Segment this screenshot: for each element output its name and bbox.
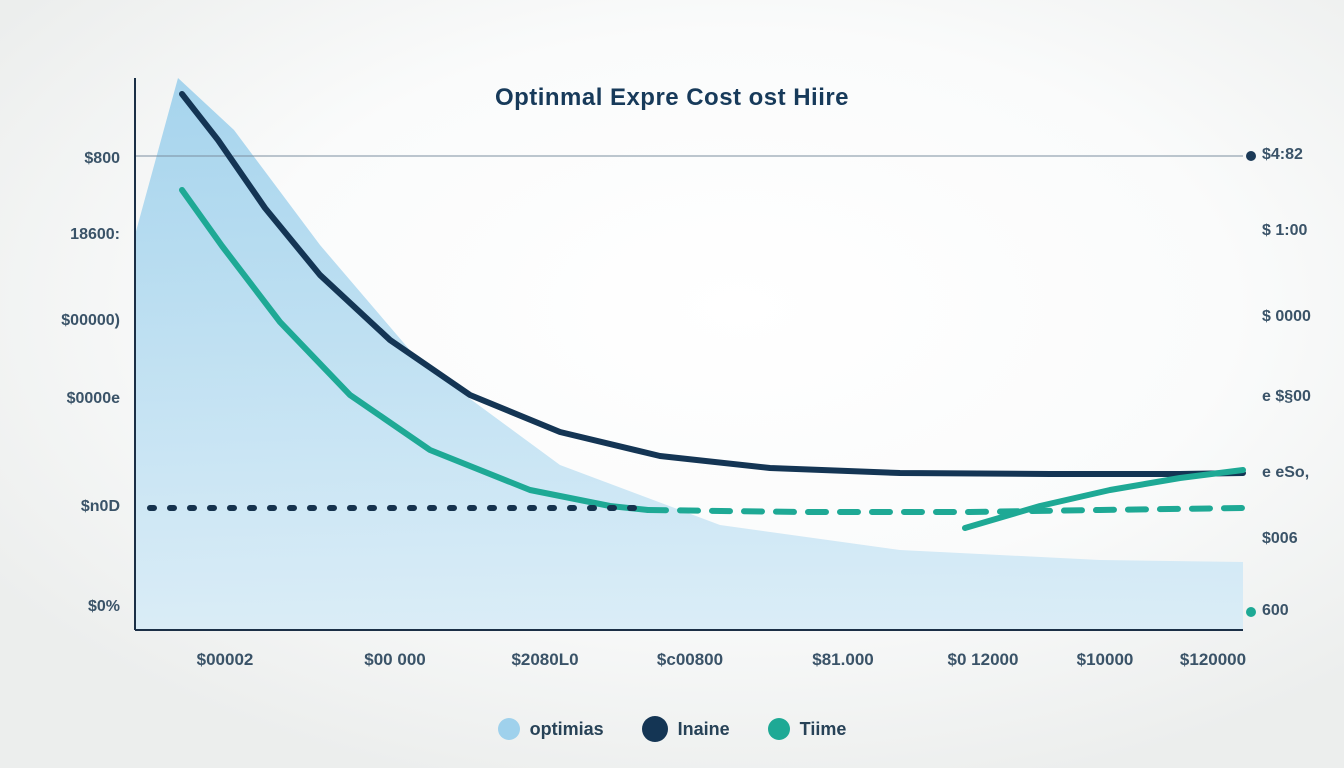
legend-label: optimias xyxy=(530,719,604,740)
legend-item: Tiime xyxy=(768,718,847,740)
xtick: $81.000 xyxy=(812,650,873,670)
xtick: $00002 xyxy=(197,650,254,670)
xtick: $00 000 xyxy=(364,650,425,670)
ytick-right: 600 xyxy=(1262,602,1289,620)
legend-swatch-icon xyxy=(642,716,668,742)
xtick: $10000 xyxy=(1077,650,1134,670)
ytick-right: $ 0000 xyxy=(1262,308,1311,326)
ytick-right: e $§00 xyxy=(1262,388,1311,406)
legend-label: Inaine xyxy=(678,719,730,740)
legend-item: Inaine xyxy=(642,716,730,742)
xtick: $120000 xyxy=(1180,650,1246,670)
ytick-left: $800 xyxy=(20,150,120,168)
ytick-left: $n0D xyxy=(20,498,120,516)
legend-item: optimias xyxy=(498,718,604,740)
ytick-right: e eSo, xyxy=(1262,464,1309,482)
dashed-reference-teal xyxy=(648,508,1243,512)
legend: optimias Inaine Tiime xyxy=(0,716,1344,742)
chart-stage: Optinmal Expre Cost ost Hiire $80018600:… xyxy=(0,0,1344,768)
ytick-left: 18600: xyxy=(20,226,120,244)
teal-tail xyxy=(965,470,1243,528)
legend-swatch-icon xyxy=(768,718,790,740)
ytick-left: $0000e xyxy=(20,390,120,408)
axis-marker-icon xyxy=(1246,151,1256,161)
xtick: $0 12000 xyxy=(948,650,1019,670)
xtick: $c00800 xyxy=(657,650,723,670)
xtick: $2080L0 xyxy=(511,650,578,670)
ytick-right: $006 xyxy=(1262,530,1298,548)
axis-marker-icon xyxy=(1246,607,1256,617)
ytick-right: $ 1:00 xyxy=(1262,222,1307,240)
legend-label: Tiime xyxy=(800,719,847,740)
ytick-left: $0% xyxy=(20,598,120,616)
area-series xyxy=(135,78,1243,630)
ytick-right: $4:82 xyxy=(1262,146,1303,164)
ytick-left: $00000) xyxy=(20,312,120,330)
legend-swatch-icon xyxy=(498,718,520,740)
